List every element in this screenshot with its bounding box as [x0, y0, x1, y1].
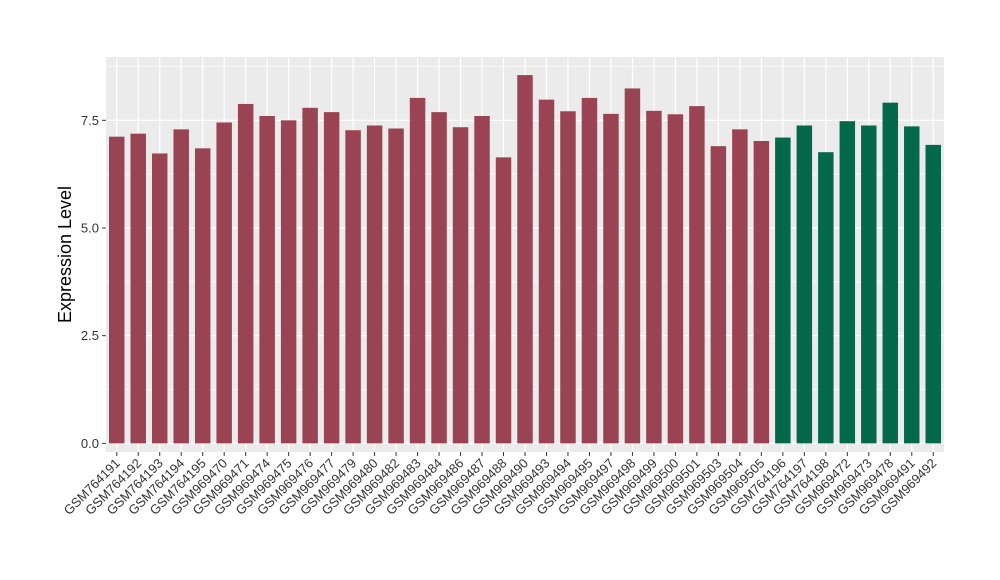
bar-GSM969470 [216, 122, 232, 444]
bar-GSM969473 [861, 125, 877, 444]
bar-GSM969471 [237, 103, 254, 444]
bar-GSM969491 [904, 126, 920, 444]
bar-GSM969501 [689, 106, 705, 444]
bar-GSM969486 [452, 127, 469, 444]
bar-GSM969497 [603, 113, 619, 444]
bar-GSM969493 [538, 99, 555, 444]
bar-GSM969479 [345, 130, 361, 444]
bar-GSM969475 [280, 120, 297, 444]
bar-GSM969490 [517, 75, 533, 444]
bar-GSM969488 [495, 157, 512, 444]
bar-GSM969477 [323, 112, 340, 444]
bar-GSM764193 [151, 153, 168, 444]
y-tick-label: 7.5 [81, 113, 99, 128]
bar-GSM969495 [581, 97, 598, 444]
bars [109, 75, 941, 444]
bar-GSM969505 [753, 140, 770, 444]
bar-GSM969498 [624, 88, 641, 444]
bar-GSM764197 [796, 125, 813, 444]
bar-GSM969487 [474, 116, 490, 444]
bar-GSM969494 [560, 111, 576, 444]
y-tick-label: 5.0 [81, 221, 99, 236]
bar-GSM969480 [366, 125, 383, 444]
bar-GSM969500 [667, 114, 684, 444]
bar-GSM969478 [882, 102, 899, 444]
bar-GSM969504 [732, 129, 748, 444]
bar-GSM969503 [710, 146, 727, 444]
bar-GSM764195 [194, 148, 211, 444]
bar-GSM764198 [818, 152, 834, 444]
y-tick-label: 0.0 [81, 436, 99, 451]
bar-GSM969476 [302, 107, 318, 444]
x-axis: GSM764191GSM764192GSM764193GSM764194GSM7… [61, 452, 939, 518]
bar-GSM764192 [130, 133, 146, 444]
bar-GSM969499 [646, 110, 662, 444]
y-axis-title: Expression Level [55, 186, 75, 323]
bar-GSM969484 [431, 112, 447, 444]
bar-GSM969474 [259, 116, 275, 444]
bar-GSM764196 [775, 137, 791, 444]
bar-GSM969483 [409, 97, 426, 444]
bar-GSM969492 [925, 144, 941, 444]
bar-GSM764191 [109, 136, 125, 444]
bar-GSM969482 [388, 128, 404, 444]
bar-GSM969472 [839, 121, 856, 444]
y-axis: 0.0 2.5 5.0 7.5 [81, 113, 106, 451]
y-tick-label: 2.5 [81, 328, 99, 343]
bar-GSM764194 [173, 129, 189, 444]
